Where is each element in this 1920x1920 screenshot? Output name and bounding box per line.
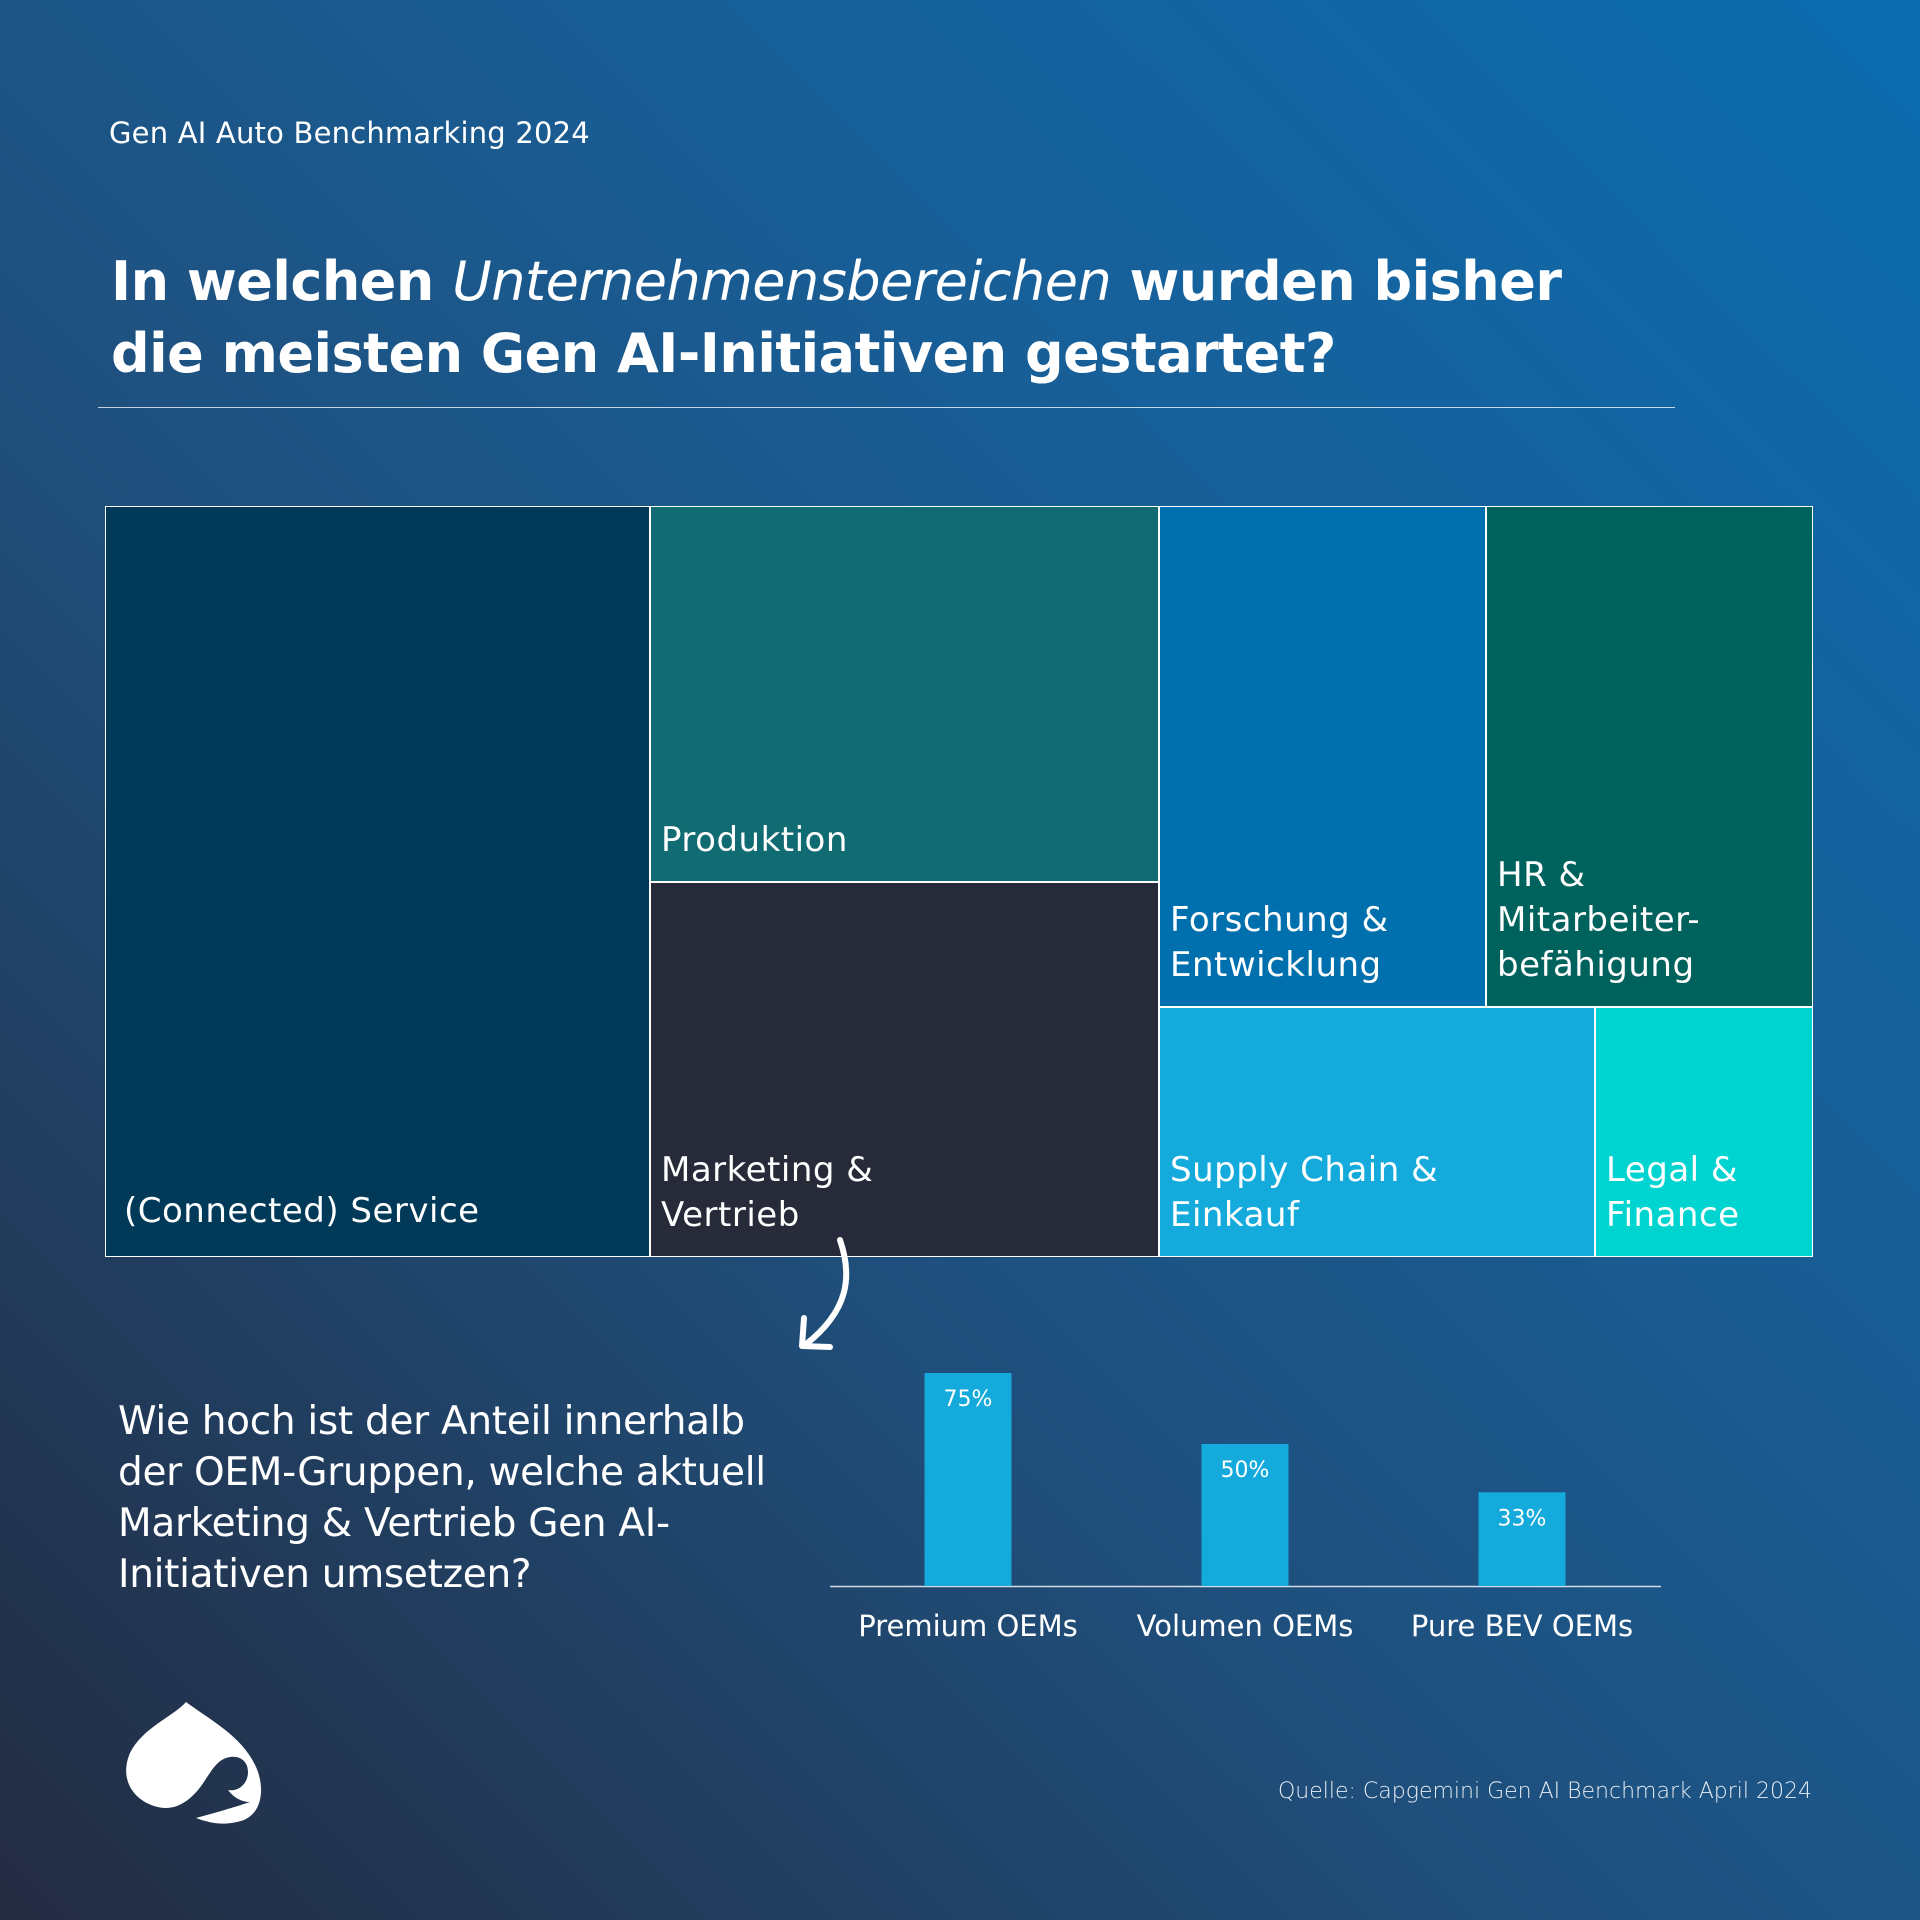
treemap-tile-marketing-vertrieb: Marketing & Vertrieb xyxy=(650,882,1159,1257)
question-line: Wie hoch ist der Anteil innerhalb xyxy=(118,1399,745,1444)
title-line-2: die meisten Gen AI-Initiativen gestartet… xyxy=(111,322,1336,385)
page-title: In welchen Unternehmensbereichen wurden … xyxy=(111,246,1562,390)
treemap-tile-hr-mitarbeiterbefaehigung: HR & Mitarbeiter-befähigung xyxy=(1486,506,1813,1007)
tile-label-line: Produktion xyxy=(661,820,848,860)
tile-label-line: Supply Chain & xyxy=(1170,1150,1439,1190)
treemap-tile-produktion: Produktion xyxy=(650,506,1159,882)
category-label: Pure BEV OEMs xyxy=(1411,1609,1633,1643)
question-text: Wie hoch ist der Anteil innerhalb der OE… xyxy=(118,1396,818,1600)
treemap-tile-legal-finance: Legal & Finance xyxy=(1595,1007,1813,1257)
bar xyxy=(924,1373,1012,1586)
tile-label-line: befähigung xyxy=(1497,945,1695,985)
treemap-tile-label: HR & Mitarbeiter-befähigung xyxy=(1497,853,1700,988)
source-note: Quelle: Capgemini Gen AI Benchmark April… xyxy=(1277,1779,1812,1804)
treemap-tile-label: Forschung & Entwicklung xyxy=(1170,898,1389,988)
treemap-tile-label: Supply Chain & Einkauf xyxy=(1170,1148,1438,1238)
treemap-tile-forschung-entwicklung: Forschung & Entwicklung xyxy=(1159,506,1486,1007)
tile-label-line: Legal & xyxy=(1606,1150,1738,1190)
bar-value-label: 33% xyxy=(1498,1506,1547,1531)
kicker-label: Gen AI Auto Benchmarking 2024 xyxy=(109,116,590,150)
treemap-tile-label: Produktion xyxy=(661,818,848,863)
tile-label-line: Entwicklung xyxy=(1170,945,1382,985)
tile-label-line: HR & xyxy=(1497,855,1586,895)
bar-value-label: 50% xyxy=(1221,1458,1270,1483)
tile-label-line: Finance xyxy=(1606,1195,1740,1235)
tile-label-line: Mitarbeiter- xyxy=(1497,900,1701,940)
question-line: Marketing & Vertrieb Gen AI- xyxy=(118,1501,670,1546)
title-divider xyxy=(98,407,1675,408)
tile-label-line: (Connected) Service xyxy=(124,1191,480,1231)
treemap-tile-supply-chain-einkauf: Supply Chain & Einkauf xyxy=(1159,1007,1595,1257)
tile-label-line: Vertrieb xyxy=(661,1195,800,1235)
treemap-tile-label: (Connected) Service xyxy=(124,1189,480,1234)
title-part: In welchen xyxy=(111,250,453,313)
capgemini-spade-icon xyxy=(126,1702,262,1824)
tile-label-line: Marketing & xyxy=(661,1150,874,1190)
category-label: Volumen OEMs xyxy=(1137,1609,1354,1643)
title-part: wurden bisher xyxy=(1111,250,1562,313)
treemap-tile-label: Marketing & Vertrieb xyxy=(661,1148,873,1238)
bar xyxy=(1201,1444,1289,1586)
question-line: Initiativen umsetzen? xyxy=(118,1552,532,1597)
category-label: Premium OEMs xyxy=(858,1609,1078,1643)
treemap-tile-label: Legal & Finance xyxy=(1606,1148,1740,1238)
bar xyxy=(1478,1492,1566,1586)
treemap-tile-connected-service: (Connected) Service xyxy=(105,506,650,1257)
question-line: der OEM-Gruppen, welche aktuell xyxy=(118,1450,766,1495)
bar-value-label: 75% xyxy=(944,1387,993,1412)
tile-label-line: Einkauf xyxy=(1170,1195,1300,1235)
title-italic: Unternehmensbereichen xyxy=(452,250,1112,313)
tile-label-line: Forschung & xyxy=(1170,900,1389,940)
